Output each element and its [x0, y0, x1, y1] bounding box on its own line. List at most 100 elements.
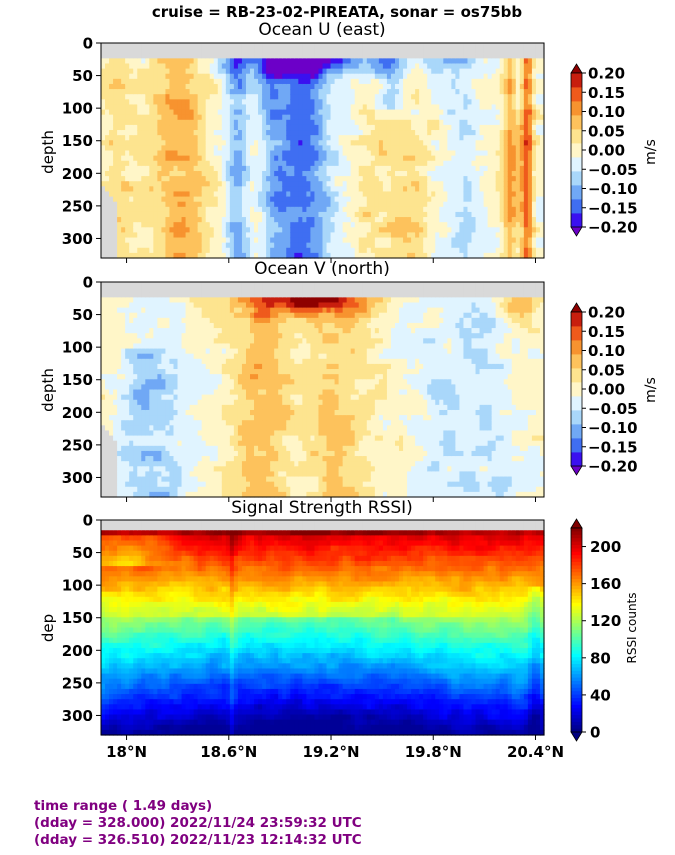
- heatmap-cell: [310, 247, 316, 254]
- heatmap-cell: [399, 119, 404, 126]
- heatmap-cell: [531, 43, 537, 49]
- heatmap-cell: [217, 135, 223, 141]
- heatmap-cell: [346, 196, 352, 203]
- heatmap-cell: [499, 109, 505, 116]
- heatmap-cell: [153, 68, 158, 75]
- heatmap-cell: [157, 104, 163, 111]
- heatmap-cell: [237, 170, 243, 177]
- heatmap-cell: [129, 155, 134, 162]
- heatmap-cell: [495, 165, 501, 172]
- heatmap-cell: [282, 150, 287, 157]
- heatmap-cell: [250, 68, 255, 75]
- heatmap-cell: [399, 94, 404, 100]
- heatmap-cell: [334, 53, 340, 59]
- heatmap-cell: [105, 140, 110, 146]
- heatmap-cell: [193, 155, 199, 162]
- heatmap-cell: [113, 176, 118, 182]
- heatmap-cell: [165, 150, 171, 157]
- heatmap-cell: [105, 43, 110, 49]
- heatmap-cell: [137, 201, 142, 208]
- heatmap-cell: [245, 140, 251, 146]
- heatmap-cell: [366, 63, 372, 70]
- heatmap-cell: [326, 222, 332, 228]
- heatmap-cell: [149, 140, 154, 146]
- heatmap-cell: [205, 186, 211, 193]
- heatmap-cell: [499, 196, 505, 203]
- heatmap-cell: [117, 476, 122, 483]
- heatmap-cell: [201, 140, 207, 146]
- heatmap-cell: [427, 227, 432, 234]
- heatmap-cell: [362, 211, 368, 218]
- heatmap-cell: [201, 145, 207, 152]
- heatmap-cell: [173, 191, 179, 198]
- heatmap-cell: [427, 109, 432, 116]
- heatmap-cell: [435, 170, 440, 177]
- heatmap-cell: [431, 94, 436, 100]
- heatmap-cell: [113, 165, 118, 172]
- heatmap-cell: [157, 247, 163, 254]
- heatmap-cell: [229, 73, 235, 80]
- heatmap-cell: [109, 170, 114, 177]
- heatmap-cell: [523, 201, 529, 208]
- heatmap-cell: [209, 130, 215, 136]
- heatmap-cell: [221, 119, 227, 126]
- heatmap-cell: [121, 481, 126, 488]
- heatmap-cell: [386, 155, 392, 162]
- heatmap-cell: [483, 145, 489, 152]
- heatmap-cell: [209, 43, 215, 49]
- heatmap-cell: [193, 222, 199, 228]
- heatmap-cell: [338, 124, 344, 131]
- heatmap-cell: [286, 252, 291, 259]
- heatmap-cell: [161, 83, 167, 90]
- heatmap-cell: [121, 99, 126, 106]
- heatmap-cell: [479, 222, 485, 228]
- heatmap-cell: [101, 435, 106, 442]
- heatmap-cell: [173, 252, 179, 259]
- heatmap-cell: [229, 201, 235, 208]
- heatmap-cell: [294, 145, 299, 152]
- heatmap-cell: [447, 186, 452, 193]
- heatmap-cell: [217, 43, 223, 49]
- heatmap-cell: [362, 242, 368, 249]
- heatmap-cell: [197, 227, 203, 234]
- heatmap-cell: [129, 297, 134, 304]
- heatmap-cell: [330, 252, 336, 259]
- heatmap-cell: [358, 83, 364, 90]
- heatmap-cell: [165, 211, 171, 218]
- heatmap-cell: [338, 201, 344, 208]
- colorbar-tick-label: 0.05: [588, 122, 625, 140]
- heatmap-cell: [346, 135, 352, 141]
- heatmap-cell: [298, 217, 303, 223]
- heatmap-cell: [189, 232, 195, 239]
- heatmap-cell: [451, 181, 456, 187]
- heatmap-cell: [109, 104, 114, 111]
- heatmap-cell: [181, 150, 187, 157]
- heatmap-cell: [217, 206, 223, 213]
- heatmap-cell: [125, 369, 130, 375]
- heatmap-cell: [193, 73, 199, 80]
- heatmap-cell: [386, 109, 392, 116]
- heatmap-cell: [310, 176, 316, 182]
- heatmap-cell: [495, 160, 501, 167]
- heatmap-cell: [109, 124, 114, 131]
- heatmap-cell: [362, 109, 368, 116]
- heatmap-cell: [225, 150, 231, 157]
- heatmap-cell: [241, 186, 247, 193]
- heatmap-cell: [471, 232, 477, 239]
- heatmap-cell: [326, 252, 332, 259]
- heatmap-cell: [523, 145, 529, 152]
- heatmap-cell: [415, 181, 420, 187]
- heatmap-cell: [270, 53, 275, 59]
- heatmap-cell: [451, 232, 456, 239]
- heatmap-cell: [411, 43, 416, 49]
- heatmap-cell: [310, 73, 316, 80]
- heatmap-cell: [342, 201, 348, 208]
- heatmap-cell: [539, 242, 545, 249]
- heatmap-cell: [117, 63, 122, 70]
- heatmap-cell: [439, 150, 444, 157]
- colorbar-max-extend: [570, 63, 583, 74]
- heatmap-cell: [411, 48, 416, 54]
- heatmap-cell: [274, 186, 279, 193]
- heatmap-cell: [241, 211, 247, 218]
- heatmap-cell: [447, 155, 452, 162]
